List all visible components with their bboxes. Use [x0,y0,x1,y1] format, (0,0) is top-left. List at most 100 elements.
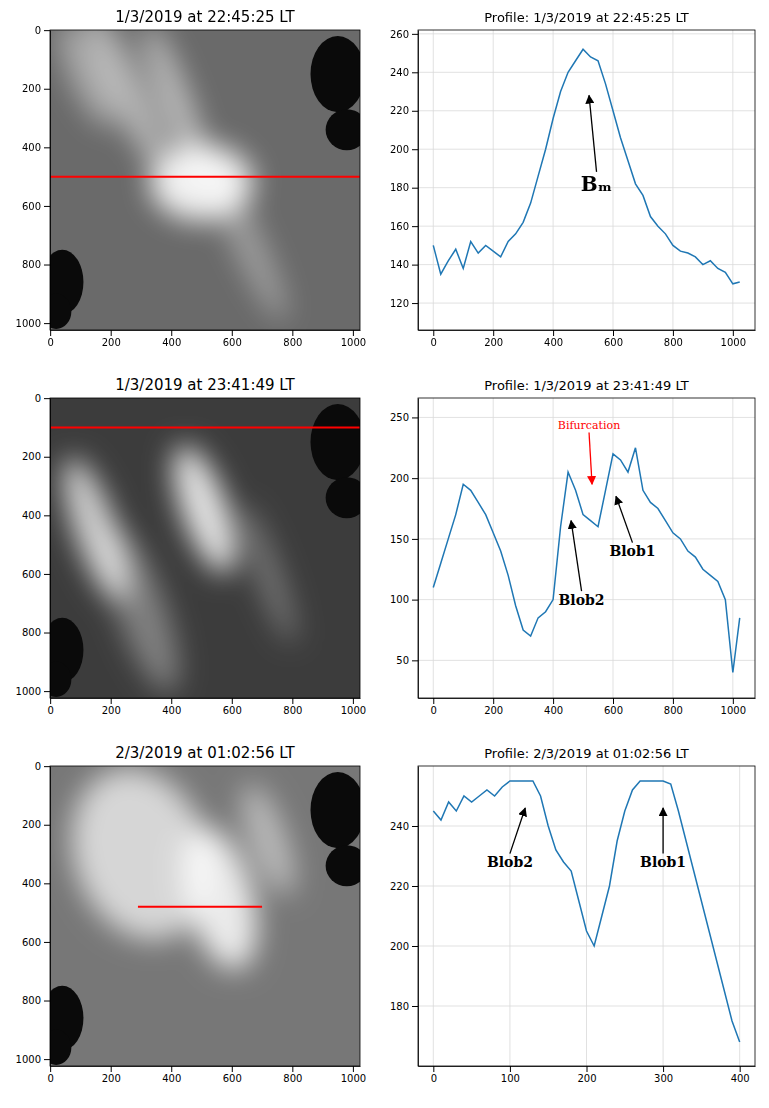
tick-mark [292,1066,293,1072]
tick-label: 200 [484,337,503,348]
cut-line [50,176,360,178]
tick-mark [412,478,418,479]
tick-label: 600 [223,705,242,716]
plot-area [50,30,360,330]
tick-label: 1000 [16,318,41,329]
grid-line [663,766,664,1066]
tick: 200 [22,83,50,94]
tick: 100 [501,1066,520,1084]
tick-label: 600 [223,337,242,348]
frame [50,398,360,698]
figure: 02004006008001000020040060080010001/3/20… [0,0,769,1108]
aurora [50,766,305,977]
tick-label: 800 [283,1073,302,1084]
tick-mark [412,111,418,112]
grid-line [418,417,755,418]
annotation-arrow [589,95,596,171]
tick-mark [433,1066,434,1072]
tick-mark [673,698,674,704]
tick-label: 200 [390,941,409,952]
tick-mark [433,330,434,336]
tick-label: 600 [604,705,623,716]
grid-line [418,303,755,304]
tick-label: 800 [22,995,41,1006]
tick: 0 [431,1066,437,1084]
tick: 600 [223,1066,242,1084]
panel-title: Profile: 1/3/2019 at 23:41:49 LT [484,378,689,393]
grid-line [418,1006,755,1007]
plot-area [50,398,360,698]
panel-title: 1/3/2019 at 22:45:25 LT [115,8,295,26]
axis-line [50,31,51,331]
aurora-glow [231,778,305,901]
panel: 02004006008001000020040060080010001/3/20… [16,1,368,348]
tick-label: 1000 [16,1054,41,1065]
tick: 0 [47,1066,53,1084]
tick-mark [412,34,418,35]
grid-line [418,538,755,539]
tree [311,772,360,848]
grid-line [509,766,510,1066]
tick-label: 400 [544,705,563,716]
grid-line [553,30,554,330]
frame [418,398,755,698]
axis-line [51,1066,361,1067]
tick-label: 1000 [341,1073,366,1084]
tick: 200 [102,698,121,716]
tick-mark [44,515,50,516]
tree [50,1030,71,1065]
axis-line [418,399,419,699]
grid-line [732,30,733,330]
tick-mark [412,188,418,189]
tree [50,294,71,329]
x-axis: 02004006008001000 [47,330,366,348]
tick-mark [412,72,418,73]
tick: 0 [47,330,53,348]
tick-label: 200 [22,83,41,94]
tick-label: 600 [22,937,41,948]
tick: 1000 [341,330,366,348]
tick: 200 [390,144,418,155]
grid-line [613,30,614,330]
grid-line [586,766,587,1066]
tick: 200 [102,1066,121,1084]
panel: 0200400600800100050100150200250Profile: … [390,378,756,716]
grid-line [672,30,673,330]
tick-mark [493,330,494,336]
tick: 200 [577,1066,596,1084]
tick-label: 800 [664,337,683,348]
axis-line [418,31,419,331]
tick-mark [44,574,50,575]
tick: 600 [604,330,623,348]
tick: 200 [390,941,418,952]
axis-line [50,399,51,699]
tick-mark [587,1066,588,1072]
annotation-label: Blob1 [640,854,686,870]
tick: 1000 [341,698,366,716]
tree [311,36,360,112]
tick-label: 200 [484,705,503,716]
tick-label: 50 [396,655,409,666]
tick-mark [44,265,50,266]
grid-line [418,946,755,947]
tick-mark [433,698,434,704]
tick: 250 [390,412,418,423]
tick-mark [412,1006,418,1007]
panel: 02004006008001000020040060080010002/3/20… [16,744,368,1084]
frame [50,30,360,330]
tick-mark [493,698,494,704]
tree [311,404,360,480]
tick-mark [613,330,614,336]
grid-line [553,398,554,698]
tick: 200 [390,473,418,484]
tick-label: 0 [35,393,41,404]
grid-line [418,660,755,661]
grid-line [418,72,755,73]
tick-label: 400 [162,337,181,348]
panel: 0100200300400180200220240Profile: 2/3/20… [390,746,756,1084]
tick: 400 [162,1066,181,1084]
grid-line [672,398,673,698]
tick-mark [412,149,418,150]
tick-label: 400 [22,510,41,521]
tick-mark [353,1066,354,1072]
